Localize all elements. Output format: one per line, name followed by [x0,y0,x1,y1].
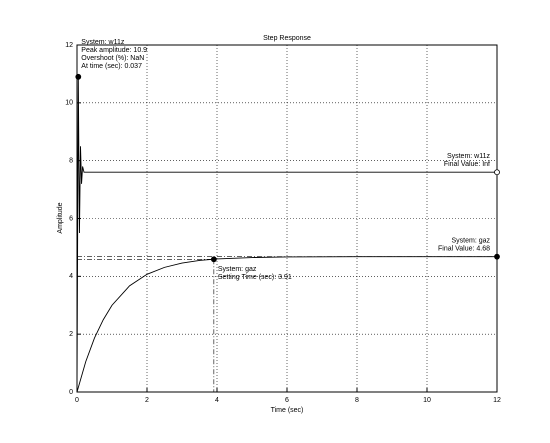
y-axis-label: Amplitude [57,202,64,233]
x-tick-label: 12 [493,397,501,404]
x-tick-label: 0 [75,397,79,404]
data-tip-text: System: w11z [81,39,125,46]
y-tick-label: 4 [69,273,73,280]
data-tip-marker [494,169,500,176]
data-tip-text: Final Value: Inf [444,161,490,168]
y-tick-label: 12 [65,42,73,49]
data-tip-text: Peak amplitude: 10.9 [81,47,147,54]
y-tick-label: 6 [69,215,73,222]
y-tick-label: 10 [65,100,73,107]
data-tip-text: At time (sec): 0.037 [81,63,142,70]
data-tip-text: Final Value: 4.68 [438,246,490,253]
series-line [76,76,497,393]
x-axis-label: Time (sec) [271,407,304,414]
chart-title: Step Response [263,35,311,42]
y-tick-label: 2 [69,331,73,338]
data-tip-text: Overshoot (%): NaN [81,55,144,62]
data-tip-text: Setting Time (sec): 3.91 [218,274,292,281]
x-tick-label: 2 [145,397,149,404]
y-tick-label: 8 [69,158,73,165]
x-tick-label: 6 [285,397,289,404]
x-tick-label: 4 [215,397,219,404]
y-tick-label: 0 [69,389,73,396]
data-tip-marker [210,256,217,263]
x-tick-label: 8 [355,397,359,404]
data-tip-marker [75,73,82,80]
data-tip-text: System: w11z [447,153,491,160]
x-tick-label: 10 [423,397,431,404]
data-tip-marker [494,253,500,260]
data-tip-text: System: gaz [218,266,257,273]
data-tip-text: System: gaz [451,238,490,245]
